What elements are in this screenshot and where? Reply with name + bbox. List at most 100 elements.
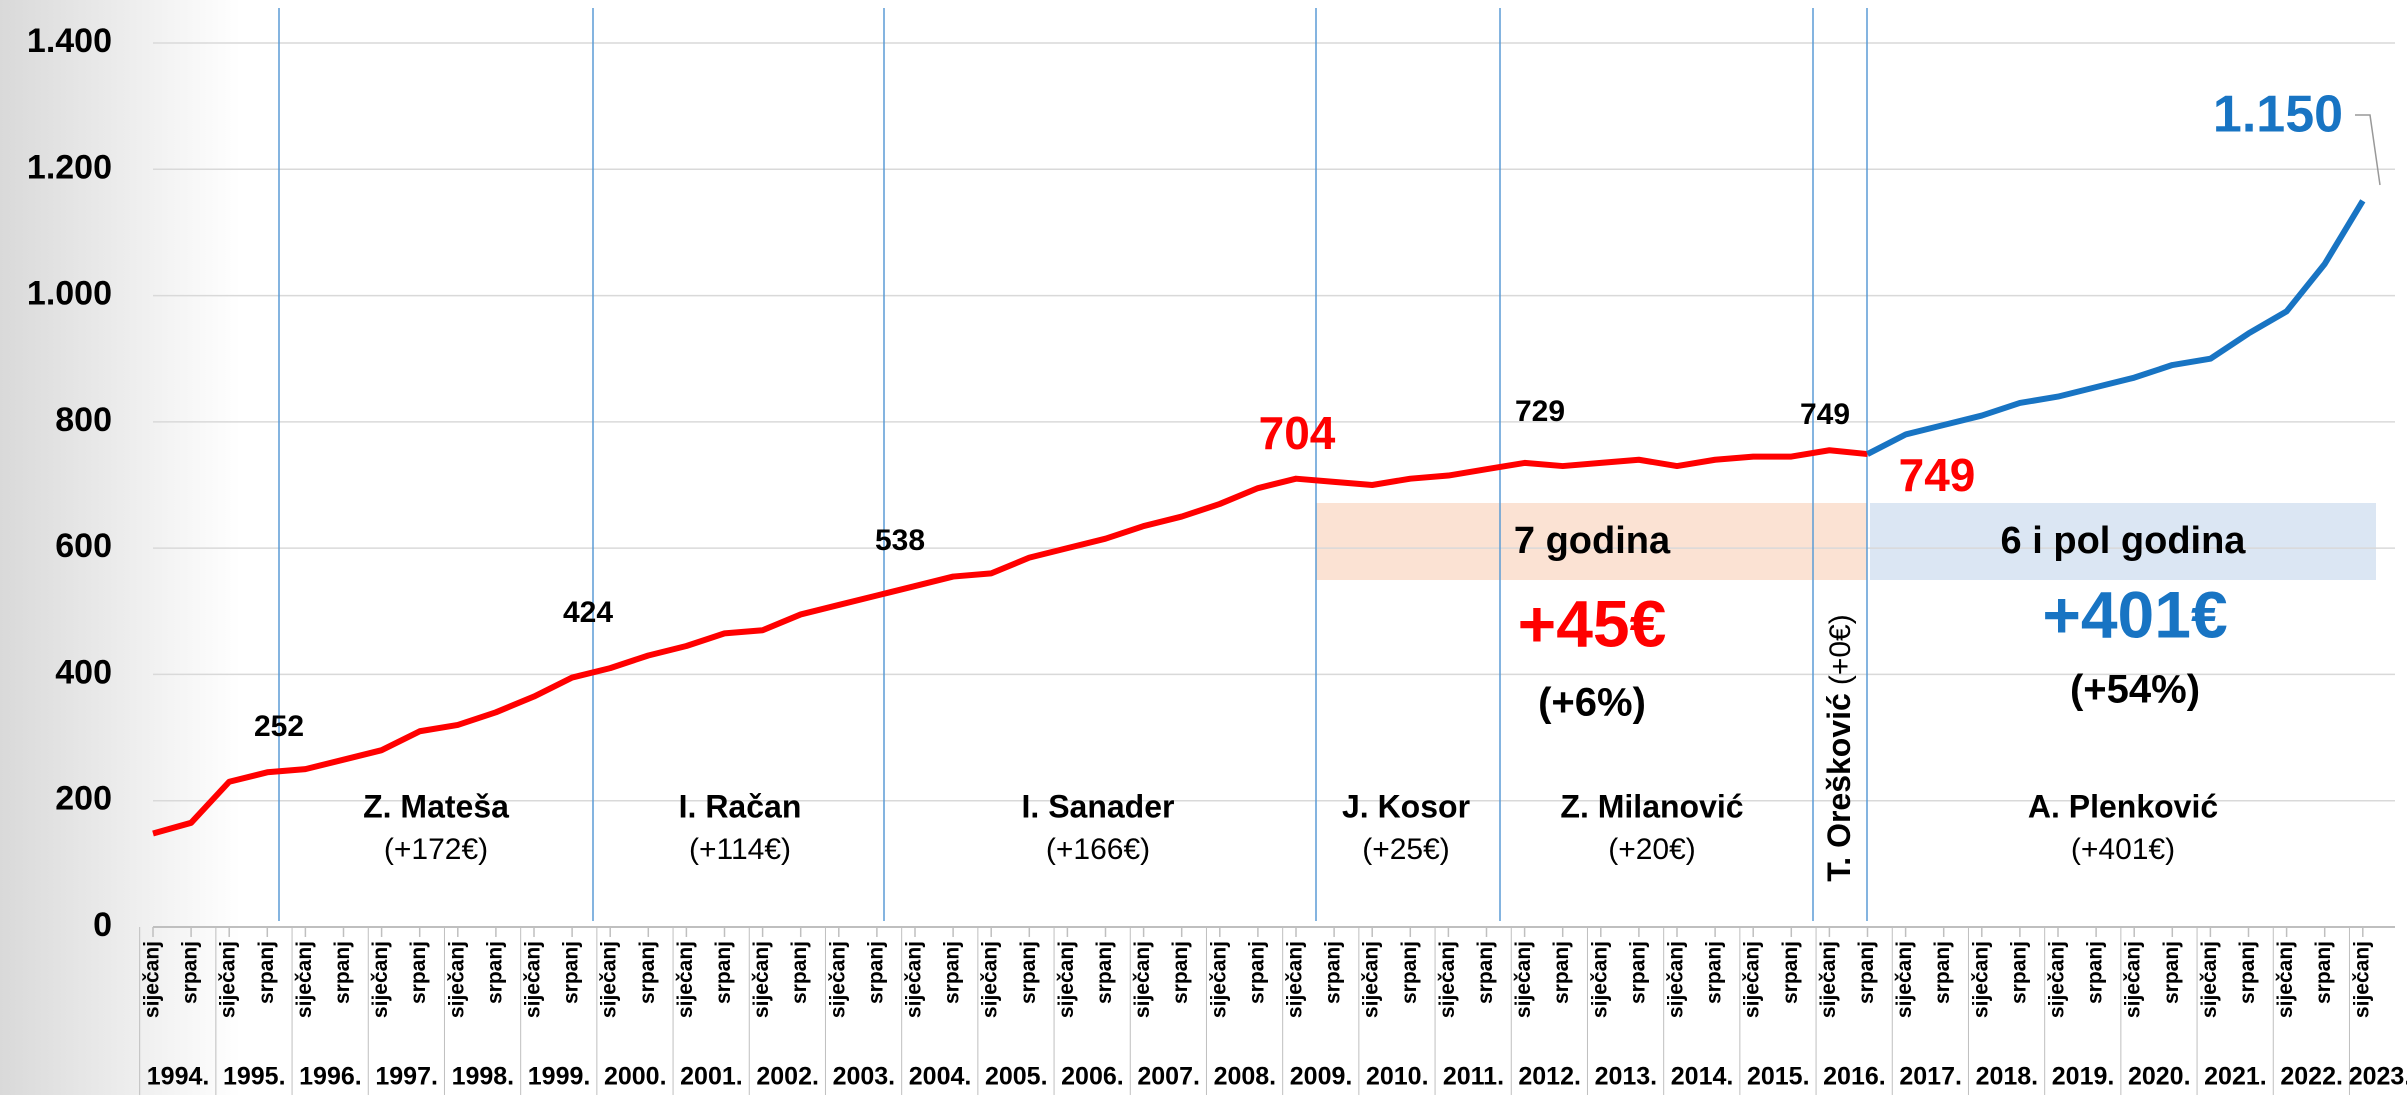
year-label: 2019. [2052, 1063, 2115, 1091]
year-label: 2001. [680, 1063, 743, 1091]
annotation: 704 [1259, 407, 1336, 459]
annotation: 729 [1515, 395, 1565, 428]
x-tick-label: siječanj [598, 941, 621, 1018]
x-tick-label: siječanj [674, 941, 697, 1018]
x-tick-label: siječanj [1588, 941, 1611, 1018]
x-tick-label: srpanj [1474, 941, 1497, 1004]
year-label: 2017. [1899, 1063, 1962, 1091]
year-label: 2012. [1518, 1063, 1581, 1091]
period-label: 6 i pol godina [2001, 520, 2247, 562]
x-tick-label: srpanj [1169, 941, 1192, 1004]
x-tick-label: siječanj [293, 941, 316, 1018]
x-tick-label: srpanj [2007, 941, 2030, 1004]
x-tick-label: srpanj [712, 941, 735, 1004]
x-tick-label: siječanj [1207, 941, 1230, 1018]
x-tick-label: srpanj [560, 941, 583, 1004]
y-tick-label: 400 [55, 653, 112, 691]
year-label: 1999. [528, 1063, 591, 1091]
x-tick-label: srpanj [1093, 941, 1116, 1004]
year-label: 2005. [985, 1063, 1048, 1091]
x-tick-label: siječanj [1893, 941, 1916, 1018]
y-tick-label: 1.000 [27, 275, 112, 313]
year-label: 2020. [2128, 1063, 2191, 1091]
year-label: 2023. [2349, 1063, 2407, 1091]
year-label: 1997. [375, 1063, 438, 1091]
annotation: 538 [875, 524, 925, 557]
government-name: Z. Mateša [363, 788, 509, 824]
y-tick-label: 600 [55, 527, 112, 565]
x-tick-label: siječanj [1817, 941, 1840, 1018]
period-percent: (+6%) [1538, 681, 1646, 725]
x-tick-label: siječanj [369, 941, 392, 1018]
annotation: 1.150 [2213, 86, 2343, 144]
x-tick-label: srpanj [2236, 941, 2259, 1004]
period-change: +45€ [1518, 586, 1667, 660]
x-tick-label: srpanj [1245, 941, 1268, 1004]
x-tick-label: siječanj [1512, 941, 1535, 1018]
x-tick-label: srpanj [2312, 941, 2335, 1004]
x-tick-label: siječanj [750, 941, 773, 1018]
x-tick-label: srpanj [2084, 941, 2107, 1004]
x-tick-label: siječanj [1436, 941, 1459, 1018]
x-tick-label: siječanj [2046, 941, 2069, 1018]
x-tick-label: siječanj [1665, 941, 1688, 1018]
annotation: 749 [1899, 449, 1976, 501]
x-tick-label: srpanj [1017, 941, 1040, 1004]
x-tick-label: srpanj [1931, 941, 1954, 1004]
government-name: J. Kosor [1342, 788, 1470, 824]
x-tick-label: srpanj [1779, 941, 1802, 1004]
year-label: 2015. [1747, 1063, 1810, 1091]
y-tick-label: 200 [55, 780, 112, 818]
x-tick-label: srpanj [331, 941, 354, 1004]
x-tick-label: siječanj [979, 941, 1002, 1018]
annotation: 252 [254, 710, 304, 743]
year-label: 1994. [147, 1063, 210, 1091]
year-label: 1996. [299, 1063, 362, 1091]
year-label: 2004. [909, 1063, 972, 1091]
x-tick-label: siječanj [1131, 941, 1154, 1018]
government-change: (+0€) [1824, 614, 1857, 685]
x-tick-label: siječanj [141, 941, 164, 1018]
x-tick-label: siječanj [522, 941, 545, 1018]
government-change: (+20€) [1608, 833, 1696, 866]
x-tick-label: srpanj [255, 941, 278, 1004]
year-label: 2010. [1366, 1063, 1429, 1091]
x-tick-label: srpanj [407, 941, 430, 1004]
government-change: (+172€) [384, 833, 488, 866]
period-box [1870, 503, 2376, 580]
year-label: 2002. [756, 1063, 819, 1091]
y-tick-label: 800 [55, 401, 112, 439]
year-label: 2006. [1061, 1063, 1124, 1091]
year-label: 2016. [1823, 1063, 1886, 1091]
x-tick-label: siječanj [2122, 941, 2145, 1018]
x-tick-label: srpanj [1398, 941, 1421, 1004]
government-name: I. Sanader [1022, 788, 1175, 824]
year-label: 2008. [1214, 1063, 1277, 1091]
year-label: 2000. [604, 1063, 667, 1091]
oreskovic: T. Orešković (+0€) [1821, 614, 1857, 881]
annotation-leader [2355, 114, 2381, 186]
government-change: (+25€) [1362, 833, 1450, 866]
oreskovic-label: T. Orešković (+0€) [1821, 614, 1857, 881]
x-tick-label: srpanj [1550, 941, 1573, 1004]
x-tick-label: siječanj [445, 941, 468, 1018]
year-label: 2007. [1137, 1063, 1200, 1091]
y-tick-label: 0 [93, 906, 112, 944]
x-tick-label: srpanj [483, 941, 506, 1004]
x-tick-label: siječanj [826, 941, 849, 1018]
year-label: 2021. [2204, 1063, 2267, 1091]
x-tick-label: siječanj [1360, 941, 1383, 1018]
period-percent: (+54%) [2070, 668, 2200, 712]
x-tick-label: siječanj [2274, 941, 2297, 1018]
x-tick-label: siječanj [1055, 941, 1078, 1018]
x-tick-label: siječanj [1284, 941, 1307, 1018]
year-label: 1998. [452, 1063, 515, 1091]
period-change: +401€ [2042, 577, 2227, 651]
x-tick-label: srpanj [179, 941, 202, 1004]
government-change: (+114€) [689, 833, 791, 866]
x-tick-label: siječanj [2350, 941, 2373, 1018]
government-name: T. Orešković [1821, 693, 1857, 882]
x-tick-label: srpanj [1855, 941, 1878, 1004]
x-tick-label: siječanj [1969, 941, 1992, 1018]
